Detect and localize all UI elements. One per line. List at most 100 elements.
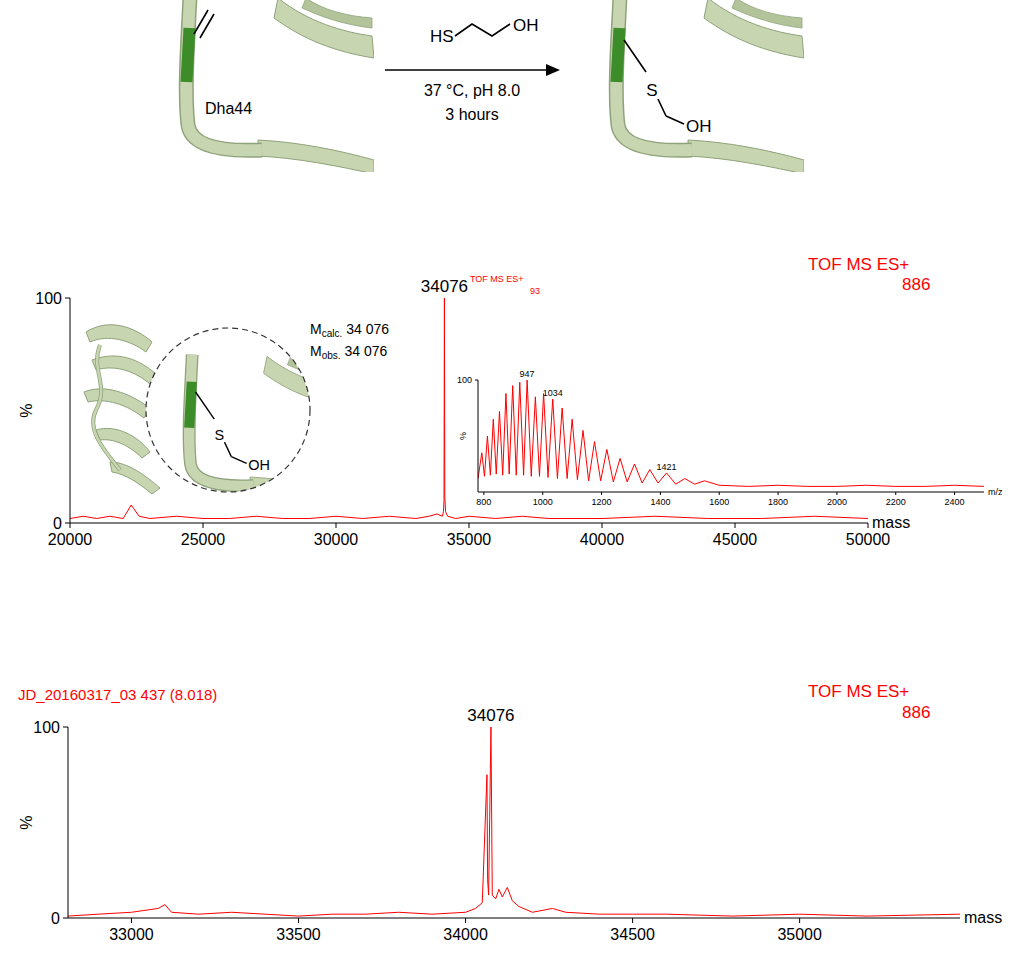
x-axis-title: mass (872, 514, 910, 531)
helix (264, 356, 349, 407)
loop (616, 0, 692, 150)
x-tick (836, 492, 837, 495)
peak-label: 34076 (467, 706, 514, 725)
title: JD_20160317_03 437 (8.018) (18, 686, 217, 703)
residue-label: Dha44 (205, 100, 252, 117)
x-tick (660, 492, 661, 495)
x-tick (632, 918, 633, 923)
y-tick-label: 100 (33, 719, 60, 736)
y-axis-title: % (18, 403, 35, 417)
x-tick (954, 492, 955, 495)
y-tick (475, 380, 478, 381)
y-tick (63, 727, 68, 728)
helix (732, 0, 802, 28)
x-tick-label: 2000 (827, 497, 847, 507)
conditions: 3 hours (445, 106, 498, 123)
ribbon (86, 325, 152, 352)
bond (658, 99, 666, 116)
peak-label: 947 (520, 369, 535, 379)
x-tick (469, 523, 470, 528)
y-tick (65, 523, 70, 524)
x-tick-label: 33500 (276, 926, 321, 943)
header: 886 (902, 275, 930, 294)
y-tick-label: 100 (457, 375, 472, 385)
loop (186, 0, 262, 150)
x-tick-label: 35000 (447, 531, 492, 548)
x-axis (68, 918, 960, 919)
bond (624, 40, 646, 72)
x-tick-label: 34500 (610, 926, 655, 943)
zoom-content: SOH (189, 355, 349, 506)
x-tick-label: 35000 (777, 926, 822, 943)
x-tick (483, 492, 484, 495)
peak-label: 1034 (543, 388, 563, 398)
x-tick (465, 918, 466, 923)
bond (225, 442, 232, 456)
y-axis (70, 298, 71, 523)
loop (93, 345, 120, 470)
peak-label: 34076 (421, 277, 468, 296)
header: 93 (530, 286, 540, 296)
x-axis (478, 492, 984, 493)
x-tick (778, 492, 779, 495)
ribbon (96, 428, 150, 458)
residue-44 (189, 382, 192, 428)
mass-subscript: calc. (322, 328, 343, 339)
atom-label: OH (686, 117, 712, 136)
x-tick-label: 1600 (709, 497, 729, 507)
y-tick-label: 0 (53, 515, 62, 532)
x-tick-label: 2200 (886, 497, 906, 507)
chart-0: TOF MS ES+886200002500030000350004000045… (18, 255, 930, 548)
conditions: 37 °C, pH 8.0 (424, 82, 520, 99)
ribbon (688, 140, 804, 172)
residue-44 (617, 28, 620, 82)
x-tick (70, 523, 71, 528)
x-axis-title: m/z (988, 487, 1003, 497)
x-tick-label: 33000 (109, 926, 154, 943)
reagent-bonds (455, 24, 510, 36)
arrow-head (546, 64, 560, 76)
x-tick (799, 918, 800, 923)
chart-1: TOF MS ES+938001000120014001600180020002… (457, 274, 1003, 507)
mass-label: Mobs.34 076 (310, 343, 388, 361)
x-tick-label: 40000 (580, 531, 625, 548)
helix (274, 0, 374, 58)
y-axis-title: % (18, 815, 35, 829)
x-tick-label: 2400 (945, 497, 965, 507)
mass-value: 34 076 (345, 343, 388, 359)
y-tick (65, 298, 70, 299)
header: 886 (902, 703, 930, 722)
header: TOF MS ES+ (470, 274, 524, 284)
chart-2: TOF MS ES+886JD_20160317_03 437 (8.018)3… (18, 682, 1002, 943)
zoom-cartoon: SOH (189, 355, 349, 506)
x-tick (601, 492, 602, 495)
y-axis-title: % (458, 432, 468, 440)
y-tick (63, 918, 68, 919)
helix (704, 0, 804, 58)
x-tick-label: 30000 (314, 531, 359, 548)
x-tick-label: 800 (476, 497, 491, 507)
x-tick (602, 523, 603, 528)
bond (666, 116, 684, 124)
product-cartoon: SOH (616, 0, 804, 172)
mass-symbol: M (310, 343, 322, 359)
reagent-atom: HS (430, 27, 454, 46)
x-tick-label: 1200 (592, 497, 612, 507)
plot-area (478, 380, 984, 486)
x-tick-label: 34000 (443, 926, 488, 943)
loop (616, 0, 692, 150)
alkene (194, 10, 208, 34)
header: TOF MS ES+ (808, 255, 909, 274)
spectrum-line (68, 727, 960, 916)
x-tick (298, 918, 299, 923)
x-tick (131, 918, 132, 923)
x-tick-label: 45000 (713, 531, 758, 548)
figure: Dha44 HS OH 37 °C, pH 8.0 3 hours SOH TOF MS E… (0, 0, 1017, 967)
y-tick-label: 100 (35, 290, 62, 307)
ribbon (258, 140, 374, 172)
x-tick-label: 50000 (846, 531, 891, 548)
x-axis-title: mass (964, 909, 1002, 926)
x-tick (542, 492, 543, 495)
x-tick-label: 1000 (533, 497, 553, 507)
x-tick (203, 523, 204, 528)
